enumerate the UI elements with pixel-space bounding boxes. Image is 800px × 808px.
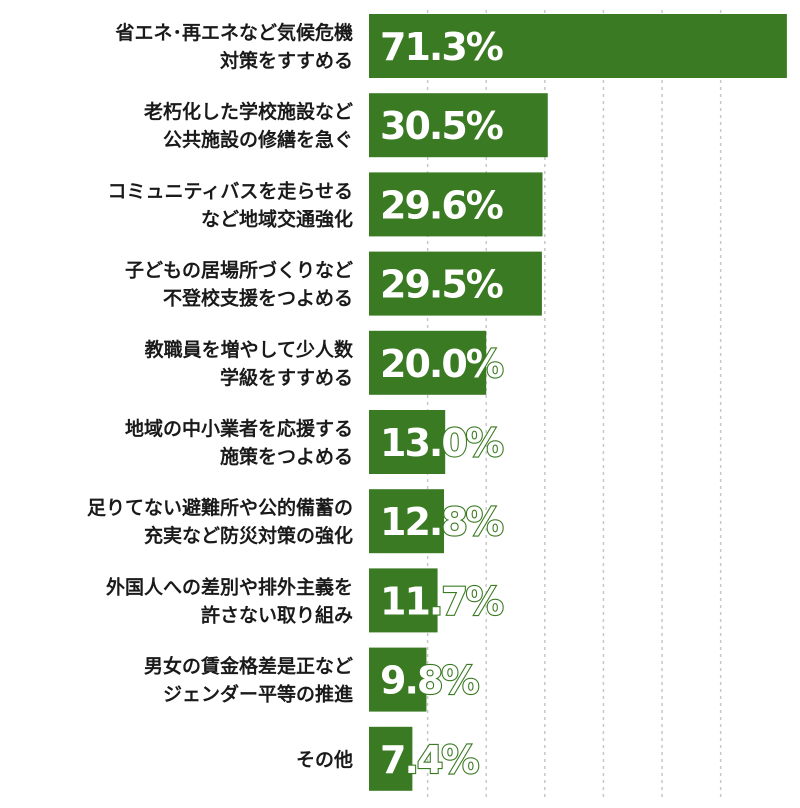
category-label-4: 教職員を増やして少人数学級をすすめる xyxy=(145,338,354,389)
value-label-5: 13.0% xyxy=(380,421,503,465)
category-label-0: 省エネ･再エネなど気候危機対策をすすめる xyxy=(114,21,353,72)
category-label-2: コミュニティバスを走らせるなど地域交通強化 xyxy=(108,180,353,230)
category-label-line: ジェンダー平等の推進 xyxy=(163,683,353,706)
bar-2 xyxy=(369,172,543,237)
category-label-line: 対策をすすめる xyxy=(219,49,353,72)
value-label-7: 11.7% xyxy=(380,579,503,623)
category-label-line: 省エネ･再エネなど気候危機 xyxy=(114,21,353,44)
bar-8 xyxy=(369,647,427,712)
category-label-line: 充実など防災対策の強化 xyxy=(144,524,353,547)
bar-1 xyxy=(369,93,548,158)
category-label-line: 公共施設の修繕を急ぐ xyxy=(163,128,353,151)
category-label-line: 施策をつよめる xyxy=(220,445,353,468)
category-label-line: 許さない取り組み xyxy=(201,603,353,626)
gridlines xyxy=(426,10,722,800)
value-label-8: 9.8% xyxy=(380,659,478,703)
category-label-line: 外国人への差別や排外主義を xyxy=(106,575,353,598)
value-label-1: 30.5% xyxy=(380,104,503,148)
value-label-3: 29.5% xyxy=(380,263,503,307)
bars xyxy=(369,14,787,791)
category-labels: 省エネ･再エネなど気候危機対策をすすめる老朽化した学校施設など公共施設の修繕を急… xyxy=(87,21,354,771)
category-label-line: 教職員を増やして少人数 xyxy=(145,338,354,361)
category-label-6: 足りてない避難所や公的備蓄の充実など防災対策の強化 xyxy=(87,496,353,547)
category-label-7: 外国人への差別や排外主義を許さない取り組み xyxy=(106,575,353,626)
category-label-5: 地域の中小業者を応援する施策をつよめる xyxy=(125,417,353,468)
category-label-line: 不登校支援をつよめる xyxy=(163,287,353,310)
bar-4 xyxy=(369,330,487,395)
category-label-line: その他 xyxy=(296,748,353,771)
category-label-3: 子どもの居場所づくりなど不登校支援をつよめる xyxy=(125,260,353,310)
category-label-line: 男女の賃金格差是正など xyxy=(144,655,353,678)
category-label-line: 子どもの居場所づくりなど xyxy=(125,260,353,282)
category-label-8: 男女の賃金格差是正などジェンダー平等の推進 xyxy=(144,655,353,706)
value-labels: 71.3% 30.5% 29.6% 29.5% 20.0% 13.0% 12.8% 11.7%… xyxy=(379,24,506,783)
bar-5 xyxy=(369,410,446,474)
category-label-9: その他 xyxy=(296,748,353,771)
category-label-1: 老朽化した学校施設など公共施設の修繕を急ぐ xyxy=(144,100,353,151)
category-label-line: 足りてない避難所や公的備蓄の xyxy=(87,496,353,519)
category-label-line: コミュニティバスを走らせる xyxy=(108,180,353,202)
value-label-0: 71.3% xyxy=(380,25,503,69)
bar-7 xyxy=(369,568,438,633)
value-label-6: 12.8% xyxy=(380,500,503,544)
category-label-line: など地域交通強化 xyxy=(201,207,353,230)
category-label-line: 地域の中小業者を応援する xyxy=(125,417,353,440)
category-label-line: 学級をすすめる xyxy=(220,366,353,389)
bar-0 xyxy=(369,14,787,78)
value-label-9: 7.4% xyxy=(380,738,478,782)
value-label-4: 20.0% xyxy=(380,342,503,386)
category-label-line: 老朽化した学校施設など xyxy=(144,100,353,123)
bar-3 xyxy=(369,251,542,316)
bar-6 xyxy=(369,489,445,554)
value-label-2: 29.6% xyxy=(380,183,503,227)
bar-9 xyxy=(369,726,413,791)
